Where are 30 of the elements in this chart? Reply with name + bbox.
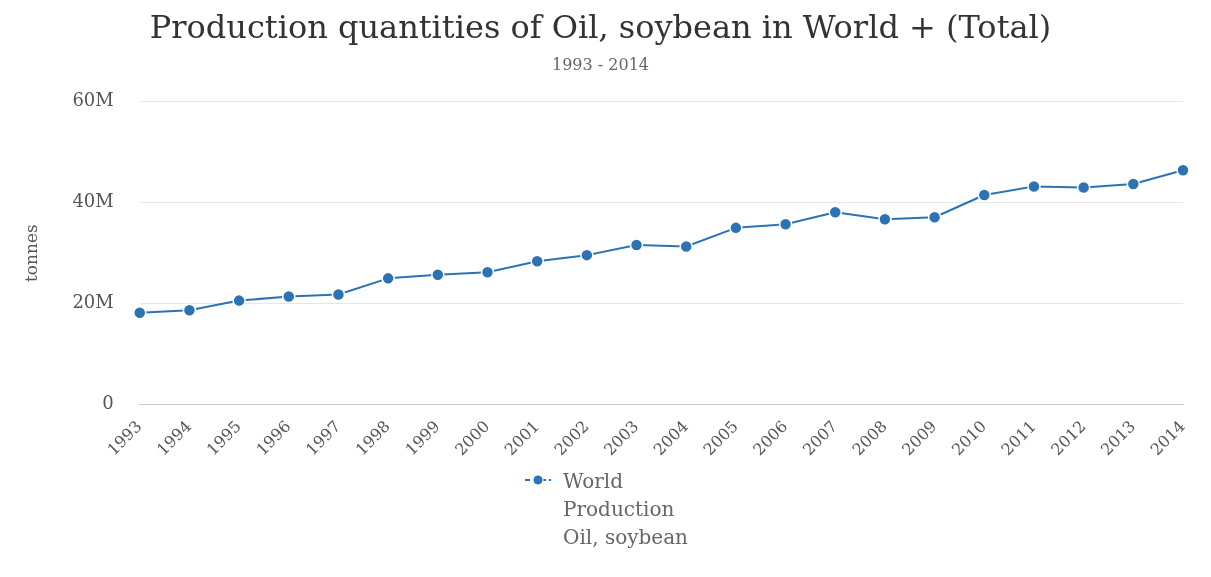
point — [828, 205, 842, 219]
point — [1027, 179, 1041, 194]
point — [927, 210, 942, 225]
point — [1076, 180, 1091, 195]
point — [480, 265, 495, 280]
point — [580, 248, 594, 262]
point — [431, 268, 445, 282]
y-tick-label: 0 — [102, 392, 114, 414]
legend-label: World Production Oil, soybean — [563, 468, 688, 551]
point — [232, 293, 246, 308]
chart-subtitle: 1993 - 2014 — [551, 55, 650, 75]
point — [1176, 163, 1190, 178]
point — [282, 289, 296, 304]
y-axis-title: tonnes — [20, 224, 41, 282]
point — [381, 271, 395, 286]
point — [331, 287, 346, 302]
y-tick-label: 60M — [72, 89, 114, 111]
point — [878, 212, 892, 227]
point — [977, 188, 992, 202]
y-tick-label: 20M — [72, 291, 114, 313]
point — [1126, 177, 1141, 191]
chart-title: Production quantities of Oil, soybean in World + (Total) — [149, 7, 1052, 46]
y-tick-label: 40M — [72, 190, 114, 212]
point — [182, 303, 197, 317]
point — [132, 305, 147, 320]
point — [629, 238, 644, 252]
point — [729, 221, 743, 235]
point — [530, 254, 544, 268]
point — [679, 239, 693, 254]
point — [778, 217, 793, 232]
